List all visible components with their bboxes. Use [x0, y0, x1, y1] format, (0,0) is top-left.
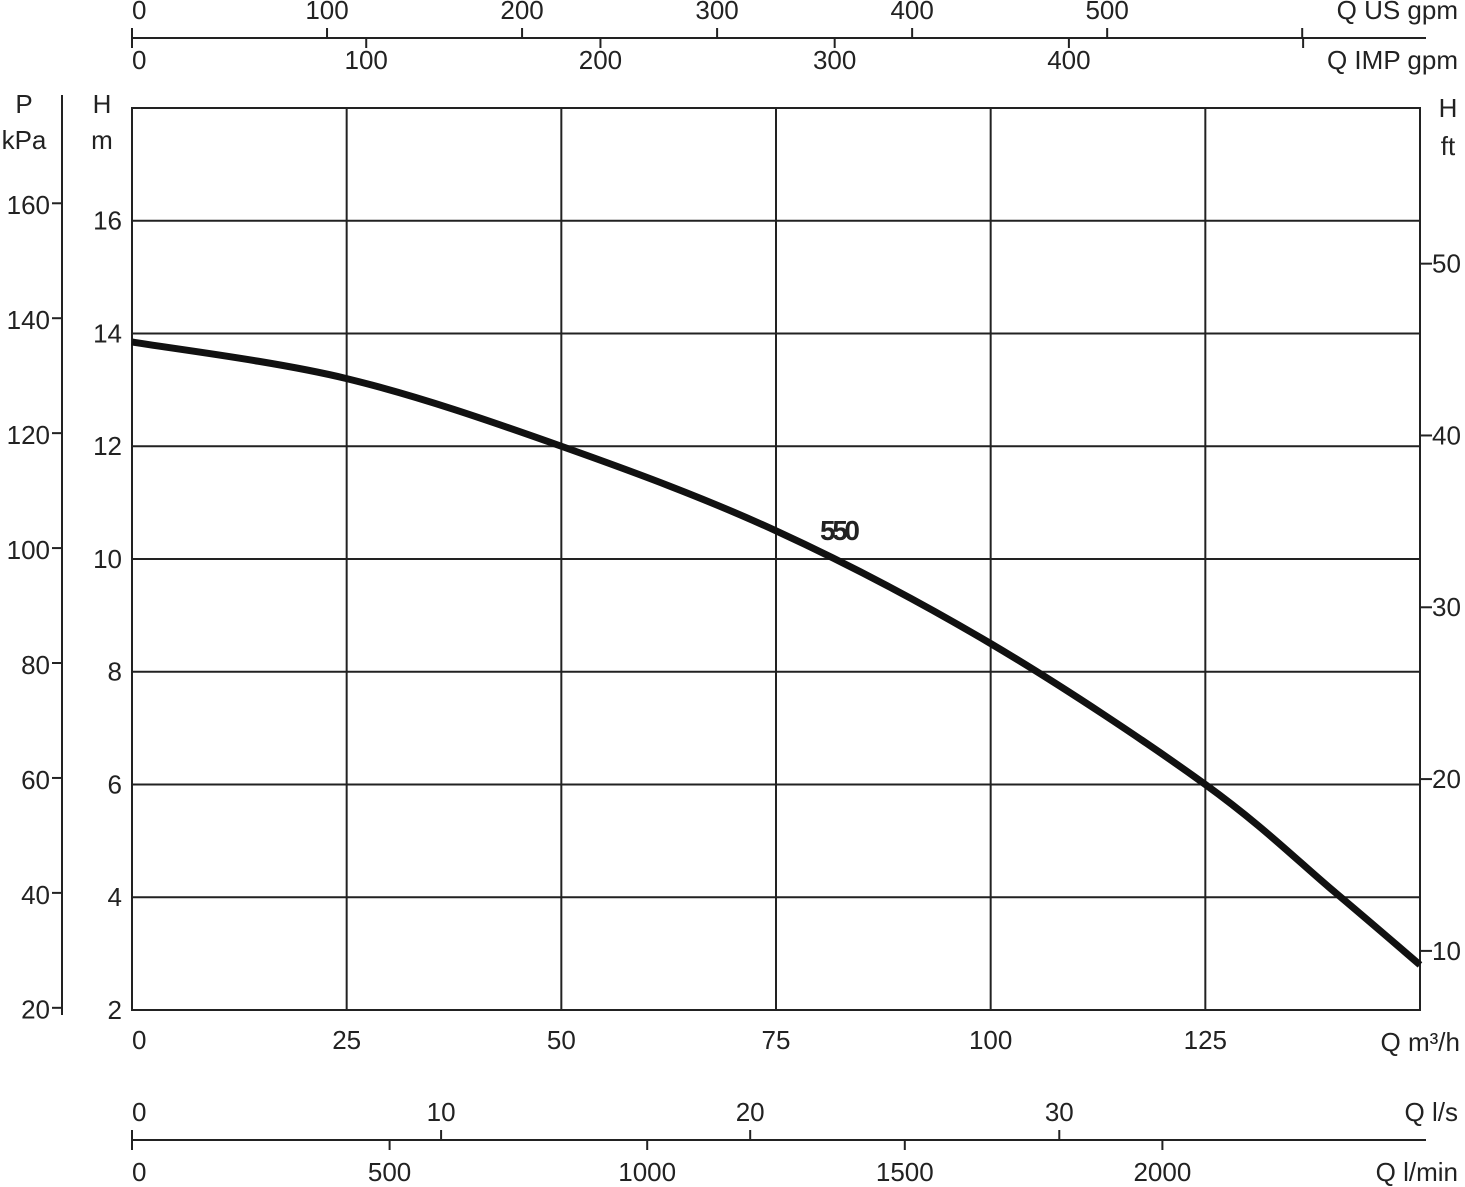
tick-label: 0 — [132, 1097, 146, 1127]
tick-label: 500 — [368, 1157, 411, 1187]
tick-label: 2000 — [1133, 1157, 1191, 1187]
tick-label: 100 — [305, 0, 348, 25]
x-tick-label: 100 — [969, 1025, 1012, 1055]
y-tick-label: 12 — [93, 431, 122, 461]
tick-label: 30 — [1045, 1097, 1074, 1127]
tick-label: 1500 — [876, 1157, 934, 1187]
tick-label: 100 — [7, 535, 50, 565]
y-tick-label: 10 — [93, 544, 122, 574]
y-tick-label: 6 — [108, 769, 122, 799]
axis-title: P — [15, 89, 32, 119]
tick-label: 200 — [500, 0, 543, 25]
tick-label: 0 — [132, 0, 146, 25]
tick-label: 120 — [7, 420, 50, 450]
tick-label: 300 — [813, 45, 856, 75]
tick-label: 0 — [132, 1157, 146, 1187]
y-tick-label: 16 — [93, 206, 122, 236]
axis-title: H — [1439, 93, 1458, 123]
tick-label: 80 — [21, 650, 50, 680]
axis-title: ft — [1441, 131, 1456, 161]
tick-label: 50 — [1432, 249, 1461, 279]
axis-title: Q l/s — [1405, 1097, 1458, 1127]
tick-label: 500 — [1085, 0, 1128, 25]
tick-label: 60 — [21, 765, 50, 795]
y-tick-label: 2 — [108, 995, 122, 1025]
x-axis-title: Q m³/h — [1381, 1027, 1460, 1057]
x-tick-label: 125 — [1184, 1025, 1227, 1055]
tick-label: 100 — [345, 45, 388, 75]
x-tick-label: 75 — [762, 1025, 791, 1055]
tick-label: 40 — [21, 880, 50, 910]
tick-label: 1000 — [618, 1157, 676, 1187]
tick-label: 140 — [7, 305, 50, 335]
tick-label: 30 — [1432, 592, 1461, 622]
tick-label: 20 — [736, 1097, 765, 1127]
tick-label: 400 — [890, 0, 933, 25]
y-axis-title: m — [91, 125, 113, 155]
axis-title: Q l/min — [1376, 1157, 1458, 1187]
y-tick-label: 4 — [108, 882, 122, 912]
y-tick-label: 14 — [93, 318, 122, 348]
tick-label: 400 — [1047, 45, 1090, 75]
axis-title: Q US gpm — [1337, 0, 1458, 25]
tick-label: 200 — [579, 45, 622, 75]
tick-label: 0 — [132, 45, 146, 75]
tick-label: 20 — [1432, 764, 1461, 794]
curve-label: 550 — [820, 515, 860, 546]
x-tick-label: 25 — [332, 1025, 361, 1055]
tick-label: 300 — [695, 0, 738, 25]
tick-label: 10 — [427, 1097, 456, 1127]
x-tick-label: 0 — [132, 1025, 146, 1055]
axis-title: kPa — [2, 125, 47, 155]
y-axis-title: H — [93, 89, 112, 119]
axis-title: Q IMP gpm — [1327, 45, 1458, 75]
tick-label: 160 — [7, 190, 50, 220]
tick-label: 40 — [1432, 420, 1461, 450]
y-tick-label: 8 — [108, 657, 122, 687]
curve — [131, 338, 1423, 968]
x-tick-label: 50 — [547, 1025, 576, 1055]
tick-label: 20 — [21, 995, 50, 1025]
tick-label: 10 — [1432, 936, 1461, 966]
